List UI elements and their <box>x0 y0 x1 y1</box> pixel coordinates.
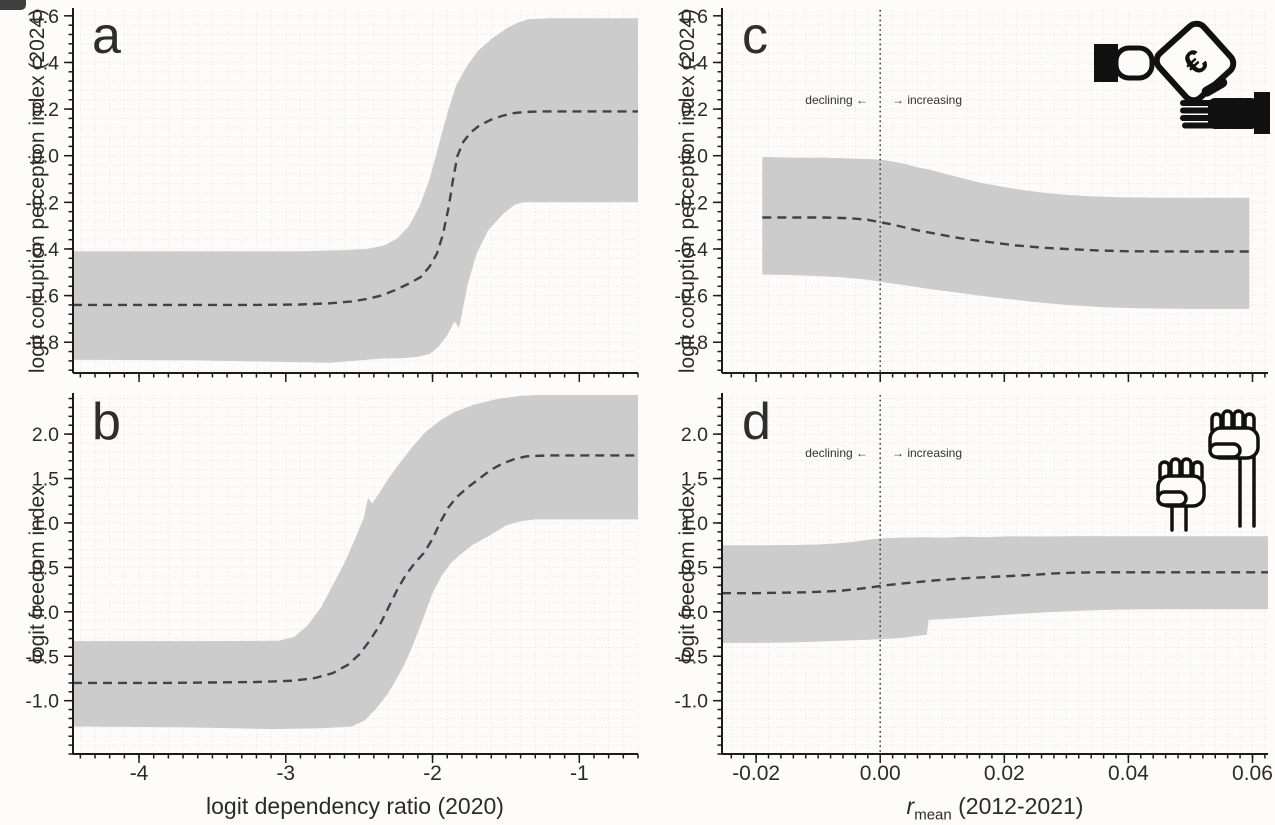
x-tick-label: 0.04 <box>1108 762 1149 785</box>
x-tick-label: -2 <box>423 762 442 785</box>
bribe-hands-euro-icon: € <box>1090 14 1272 136</box>
median-line <box>73 454 638 685</box>
y-tick-label: 0.2 <box>681 99 708 121</box>
y-tick-label: 0.4 <box>32 52 59 74</box>
bribe-hands-euro-svg: € <box>1094 20 1270 134</box>
scan-artifact-mark <box>0 0 26 10</box>
raised-fists-icon <box>1152 398 1270 532</box>
y-tick-label: 1.5 <box>32 469 59 491</box>
y-tick-label: -0.5 <box>674 646 708 668</box>
y-tick-label: 1.5 <box>681 469 708 491</box>
rmean-years: (2012-2021) <box>951 793 1084 819</box>
y-tick-label: -0.8 <box>674 332 708 354</box>
panel-label-c: c <box>742 7 768 65</box>
x-tick-label: -0.02 <box>732 762 780 785</box>
y-tick-label: -0.2 <box>674 192 708 214</box>
y-tick-label: 1.0 <box>681 513 708 535</box>
grid <box>722 395 1268 755</box>
rmean-subscript: mean <box>914 806 952 824</box>
y-tick-label: -0.2 <box>25 192 59 214</box>
x-tick-label: 0.02 <box>984 762 1025 785</box>
fist-arms <box>1170 454 1256 532</box>
y-tick-label: -0.8 <box>25 332 59 354</box>
y-tick-label: 0.0 <box>681 602 708 624</box>
y-tick-label: 0.6 <box>32 6 59 28</box>
panel-b-plot: 2.0 1.5 1.0 0.5 0.0 -0.5 -1.0 -4 -3 -2 -1 <box>25 393 639 785</box>
euro-banknote: € <box>1153 20 1237 104</box>
y-axis-title-a: logit corruption perception index (2024) <box>26 8 49 374</box>
panel-d-plot: 2.0 1.5 1.0 0.5 0.0 -0.5 -1.0 -0.02 0.00 0.02 0.04… <box>674 393 1273 785</box>
y-tick-label: 0.2 <box>32 99 59 121</box>
annotation-declining-d: declining ← <box>805 446 868 460</box>
annotation-declining-c: declining ← <box>805 93 868 107</box>
y-axis-title-d: logit freedom index <box>676 485 699 663</box>
panel-c-plot: 0.6 0.4 0.2 0.0 -0.2 -0.4 -0.6 -0.8 <box>674 6 1268 382</box>
y-tick-label: -0.6 <box>25 286 59 308</box>
y-tick-label: -1.0 <box>674 691 708 713</box>
median-line <box>762 216 1250 253</box>
y-tick-label: 0.5 <box>32 557 59 579</box>
rmean-variable: r <box>906 793 915 819</box>
ticks <box>713 397 1266 763</box>
median-line <box>722 571 1268 595</box>
y-axis-title-c: logit corruption perception index (2024) <box>676 8 699 374</box>
x-tick-label: 0.00 <box>860 762 901 785</box>
y-tick-label: 2.0 <box>32 424 59 446</box>
panel-label-d: d <box>742 393 771 451</box>
y-tick-label: 0.5 <box>681 557 708 579</box>
y-tick-label: 1.0 <box>32 513 59 535</box>
y-axis-title-b: logit freedom index <box>26 485 49 663</box>
annotation-increasing-c: → increasing <box>892 93 963 107</box>
panel-label-a: a <box>92 7 121 65</box>
confidence-band <box>722 536 1268 643</box>
y-tick-label: -0.5 <box>25 646 59 668</box>
receiver-hand <box>1180 77 1270 134</box>
y-tick-label: -1.0 <box>25 691 59 713</box>
confidence-band <box>762 156 1250 309</box>
ticks <box>713 15 1266 382</box>
x-axis-title-left: logit dependency ratio (2020) <box>206 793 504 819</box>
lower-fist <box>1156 457 1206 508</box>
y-tick-label: -0.4 <box>25 239 59 261</box>
ticks <box>64 397 639 763</box>
y-tick-label: 0.0 <box>681 146 708 168</box>
x-axis-title-right: rmean (2012-2021) <box>765 793 1225 824</box>
panel-label-b: b <box>92 393 121 451</box>
x-tick-label: -1 <box>570 762 589 785</box>
ticks <box>64 15 639 382</box>
x-tick-label: -3 <box>276 762 295 785</box>
confidence-band <box>73 395 638 730</box>
y-tick-label: 0.0 <box>32 602 59 624</box>
x-tick-label: 0.06 <box>1232 762 1273 785</box>
y-tick-label: 0.6 <box>681 6 708 28</box>
y-tick-label: 0.4 <box>681 52 708 74</box>
raised-fists-svg <box>1156 409 1260 532</box>
x-tick-label: -4 <box>130 762 149 785</box>
y-tick-label: -0.6 <box>674 286 708 308</box>
y-tick-label: -0.4 <box>674 239 708 261</box>
panel-a-plot: 0.6 0.4 0.2 0.0 -0.2 -0.4 -0.6 -0.8 <box>25 6 639 382</box>
upper-fist <box>1208 409 1260 460</box>
giver-hand <box>1113 45 1155 81</box>
y-tick-label: 2.0 <box>681 424 708 446</box>
annotation-increasing-d: → increasing <box>892 446 963 460</box>
y-tick-label: 0.0 <box>32 146 59 168</box>
confidence-band <box>73 18 638 363</box>
